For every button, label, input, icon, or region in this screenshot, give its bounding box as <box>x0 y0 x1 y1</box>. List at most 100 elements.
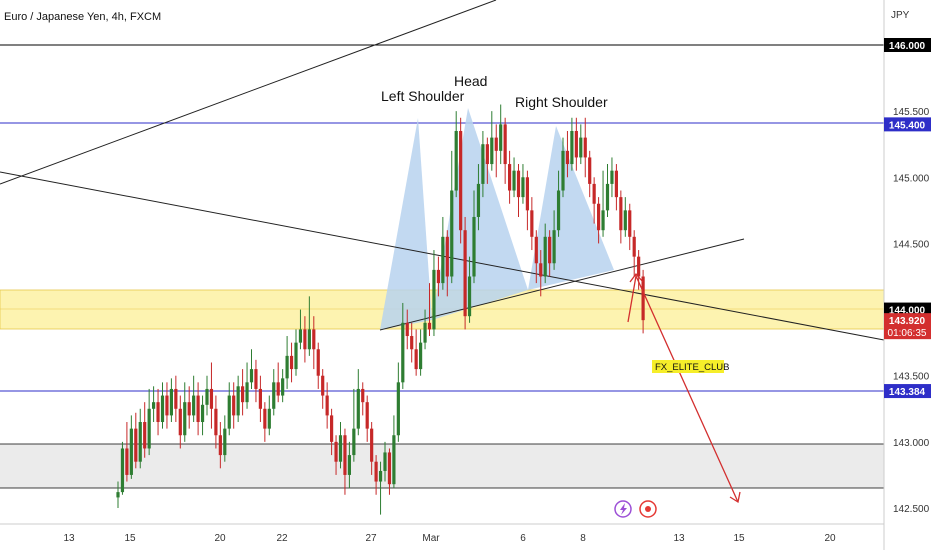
candle-body <box>552 230 556 264</box>
y-tick-label: 144.500 <box>893 239 930 250</box>
left-shoulder-triangle <box>380 118 432 330</box>
y-tick-label: 142.500 <box>893 504 930 515</box>
candle-body <box>467 276 472 317</box>
x-tick-label: 6 <box>520 533 526 544</box>
candle-body <box>574 130 578 158</box>
projection-path <box>627 273 739 503</box>
candle-body <box>218 435 222 456</box>
candle-body <box>503 124 507 165</box>
candle-body <box>298 329 303 343</box>
annotation-left-shoulder: Left Shoulder <box>381 88 465 104</box>
candle-body <box>485 144 489 165</box>
candle-body <box>258 388 262 409</box>
price-tag <box>884 313 931 340</box>
candle-body <box>347 455 351 475</box>
price-tag <box>884 302 931 317</box>
lower-grey-zone <box>0 444 884 488</box>
candle-body <box>196 395 200 423</box>
price-tag-label: 143.384 <box>889 387 926 398</box>
candle-body <box>365 402 369 429</box>
lightning-glyph <box>620 503 627 515</box>
x-tick-label: 22 <box>276 533 288 544</box>
candle-body <box>236 386 240 416</box>
candle-body <box>281 378 285 396</box>
annotation-right-shoulder: Right Shoulder <box>515 94 608 110</box>
candle-body <box>432 269 436 330</box>
candle-body <box>628 210 632 237</box>
candle-body <box>129 428 133 475</box>
candle-body <box>543 236 547 277</box>
candle-body <box>374 461 378 482</box>
candle-body <box>539 263 543 277</box>
candle-body <box>516 170 521 198</box>
candle-body <box>637 256 641 277</box>
candle-body <box>419 342 423 370</box>
annotation-head: Head <box>454 73 487 89</box>
candle-body <box>512 170 516 191</box>
fx-elite-club-badge: FX_ELITE_CLUB <box>652 360 729 373</box>
candle-body <box>481 144 485 184</box>
y-axis: JPY 146.000145.500145.000144.500144.0001… <box>883 0 931 550</box>
candle-body <box>401 322 405 383</box>
candle-body <box>623 210 627 231</box>
candle-body <box>610 170 614 184</box>
candle-body <box>205 388 209 405</box>
candle-body <box>192 395 196 416</box>
candle-body <box>508 164 512 191</box>
y-tick-label: 143.500 <box>893 372 930 383</box>
candle-body <box>223 428 227 456</box>
candle-body <box>352 428 356 456</box>
candle-body <box>245 382 249 403</box>
candle-body <box>632 236 636 257</box>
candle-body <box>525 177 529 211</box>
candle-body <box>116 492 120 498</box>
chart-title: Euro / Japanese Yen, 4h, FXCM <box>4 11 161 23</box>
candle-body <box>361 388 365 403</box>
price-tag-label: 144.000 <box>889 306 926 317</box>
candle-body <box>289 355 294 370</box>
candle-body <box>356 388 360 429</box>
candle-body <box>160 395 165 423</box>
candle-body <box>641 276 645 321</box>
candle-body <box>410 336 414 350</box>
candle-body <box>592 183 596 204</box>
candle-body <box>588 157 592 184</box>
candle-body <box>187 402 191 416</box>
candle-body <box>178 408 182 436</box>
y-tick-label: 145.500 <box>893 107 930 118</box>
candle-body <box>423 322 427 343</box>
candle-body <box>125 448 129 475</box>
candle-body <box>263 408 267 429</box>
candle-body <box>530 210 534 237</box>
candle-body <box>227 395 231 429</box>
x-tick-label: 13 <box>63 533 75 544</box>
y-tick-label: 145.000 <box>893 173 930 184</box>
candle-body <box>321 375 325 396</box>
x-tick-label: 20 <box>214 533 226 544</box>
candle-body <box>165 395 169 416</box>
candle-body <box>494 137 498 151</box>
candle-body <box>120 448 125 493</box>
candle-body <box>450 190 454 277</box>
candle-body <box>605 183 610 211</box>
price-tag <box>884 117 931 132</box>
event-icons[interactable] <box>614 500 657 518</box>
candle-body <box>427 322 432 330</box>
x-tick-label: 27 <box>365 533 377 544</box>
candle-body <box>338 435 343 462</box>
candle-body <box>169 388 173 416</box>
candle-body <box>565 150 570 165</box>
candle-body <box>134 428 138 462</box>
candle-body <box>619 197 623 231</box>
candle-body <box>490 137 494 165</box>
candle-body <box>614 170 618 198</box>
candle-body <box>267 408 271 429</box>
candle-body <box>174 388 178 409</box>
candle-body <box>392 435 396 485</box>
candle-body <box>143 422 147 449</box>
candle-body <box>396 382 400 436</box>
candle-body <box>316 349 320 376</box>
x-tick-label: 15 <box>733 533 745 544</box>
arrow-head-down <box>729 491 741 504</box>
